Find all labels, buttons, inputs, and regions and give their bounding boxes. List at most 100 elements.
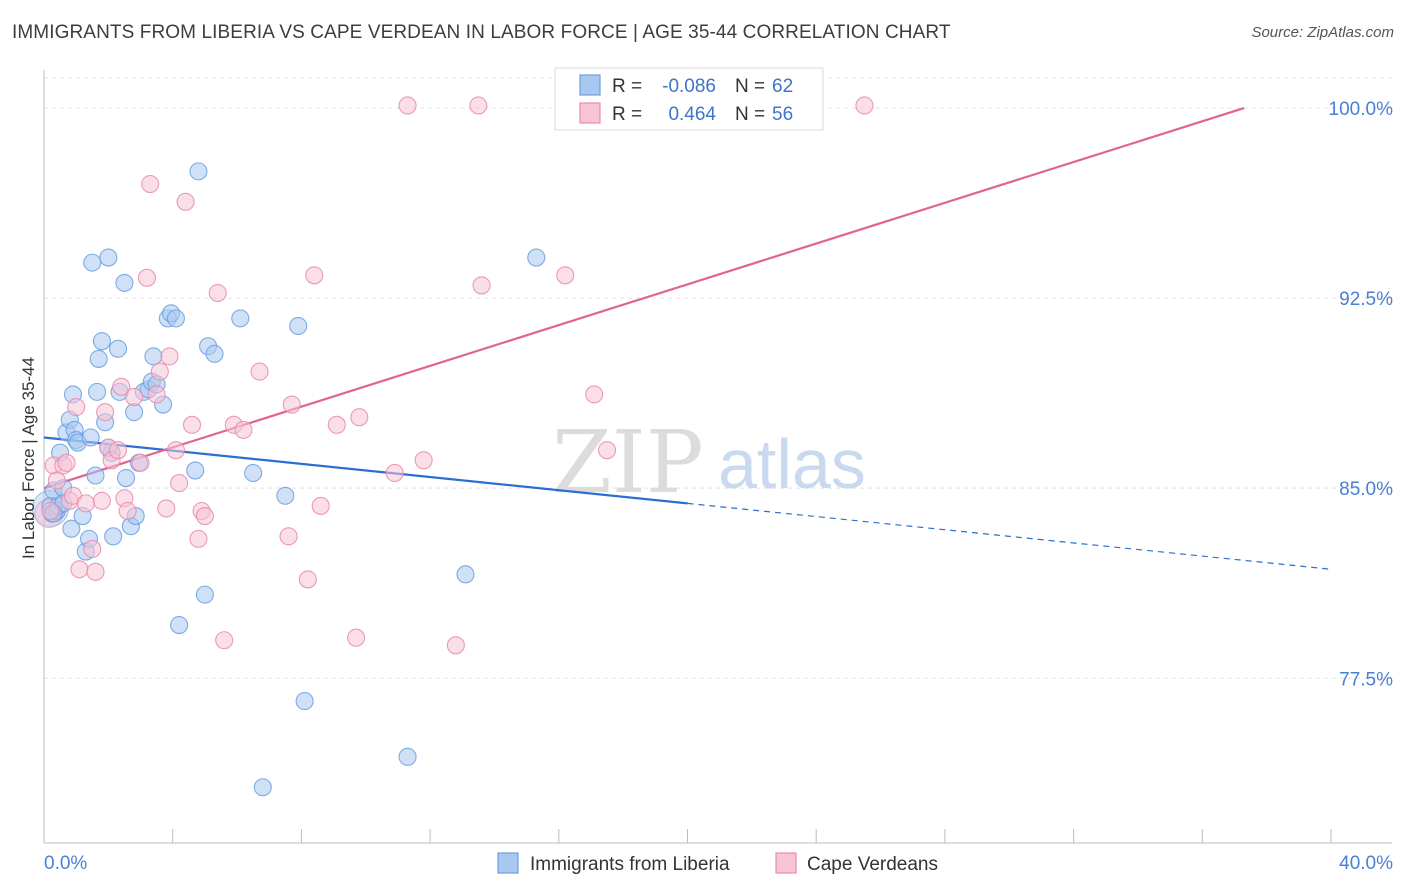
point-liberia: [398, 747, 417, 766]
r-value-cape-verdeans: 0.464: [668, 104, 716, 125]
point-cape-verdeans: [147, 385, 166, 404]
point-cape-verdeans: [131, 453, 150, 472]
point-cape-verdeans: [298, 570, 317, 589]
point-cape-verdeans: [137, 268, 157, 287]
point-cape-verdeans: [215, 631, 234, 650]
point-cape-verdeans: [414, 451, 433, 470]
point-cape-verdeans: [170, 474, 189, 493]
point-cape-verdeans: [208, 283, 227, 303]
point-liberia: [115, 273, 134, 292]
r-value-liberia: -0.086: [662, 76, 716, 97]
point-liberia: [244, 463, 263, 483]
grid-lines: [44, 77, 1392, 679]
point-liberia: [195, 585, 214, 604]
point-cape-verdeans: [556, 266, 575, 285]
trend-line-liberia-extension: [687, 502, 1332, 570]
n-label-liberia: N =: [735, 76, 765, 97]
point-liberia: [62, 519, 81, 538]
point-liberia: [205, 344, 224, 363]
r-label-liberia: R =: [612, 76, 642, 97]
point-liberia: [86, 466, 105, 485]
watermark-atlas: atlas: [718, 425, 866, 503]
point-liberia: [144, 347, 163, 366]
point-liberia: [253, 778, 272, 797]
point-cape-verdeans: [446, 636, 465, 655]
point-liberia: [81, 428, 100, 447]
point-liberia: [289, 316, 308, 336]
point-cape-verdeans: [160, 347, 179, 366]
n-label-cape-verdeans: N =: [735, 104, 765, 125]
point-cape-verdeans: [86, 562, 105, 581]
point-cape-verdeans: [108, 441, 128, 460]
point-cape-verdeans: [182, 415, 202, 434]
axes: [43, 70, 1392, 844]
point-cape-verdeans: [350, 408, 369, 427]
point-cape-verdeans: [96, 403, 115, 422]
x-tick-label-max: 40.0%: [1339, 853, 1393, 874]
point-liberia: [166, 309, 185, 328]
point-cape-verdeans: [585, 385, 604, 404]
point-cape-verdeans: [234, 420, 253, 439]
point-cape-verdeans: [157, 499, 176, 518]
point-cape-verdeans: [125, 387, 144, 406]
point-liberia: [295, 692, 314, 711]
watermark: ZIP atlas: [552, 413, 866, 513]
point-cape-verdeans: [41, 501, 60, 521]
x-tick-label-min: 0.0%: [44, 853, 87, 874]
point-cape-verdeans: [195, 507, 214, 526]
point-liberia: [189, 162, 208, 181]
legend-label-liberia: Immigrants from Liberia: [530, 854, 730, 875]
point-cape-verdeans: [83, 539, 102, 559]
point-liberia: [92, 332, 111, 351]
y-tick-label: 100.0%: [1329, 99, 1394, 120]
stats-legend-swatch-liberia: [579, 74, 601, 96]
point-cape-verdeans: [598, 441, 617, 460]
point-liberia: [108, 339, 128, 358]
data-points: [31, 96, 874, 797]
point-cape-verdeans: [112, 377, 131, 396]
legend-swatch-liberia: [497, 852, 519, 874]
point-cape-verdeans: [855, 96, 874, 115]
series-legend: Immigrants from Liberia Cape Verdeans: [497, 852, 938, 875]
point-liberia: [125, 403, 144, 422]
point-liberia: [170, 615, 189, 635]
point-cape-verdeans: [76, 494, 95, 513]
point-cape-verdeans: [347, 628, 366, 647]
n-value-liberia: 62: [772, 76, 793, 97]
y-tick-label: 92.5%: [1339, 289, 1393, 310]
legend-label-cape-verdeans: Cape Verdeans: [807, 854, 938, 875]
point-cape-verdeans: [92, 491, 111, 510]
stats-legend: R = -0.086 N = 62 R = 0.464 N = 56: [554, 67, 824, 131]
point-cape-verdeans: [150, 362, 169, 381]
y-tick-label: 85.0%: [1339, 479, 1393, 500]
legend-swatch-cape-verdeans: [775, 852, 797, 874]
r-label-cape-verdeans: R =: [612, 104, 642, 125]
point-cape-verdeans: [57, 453, 76, 472]
y-tick-labels: 100.0% 92.5% 85.0% 77.5%: [1329, 99, 1394, 690]
point-cape-verdeans: [67, 398, 86, 417]
point-cape-verdeans: [47, 471, 66, 490]
y-tick-label: 77.5%: [1339, 669, 1393, 690]
point-liberia: [104, 527, 123, 546]
point-cape-verdeans: [279, 527, 298, 546]
point-liberia: [88, 382, 107, 401]
stats-legend-swatch-cape-verdeans: [579, 102, 601, 124]
y-axis-title: In Labor Force | Age 35-44: [19, 357, 38, 559]
point-cape-verdeans: [282, 395, 301, 414]
point-cape-verdeans: [385, 463, 404, 483]
point-cape-verdeans: [305, 266, 324, 285]
point-liberia: [456, 565, 475, 584]
point-liberia: [186, 461, 205, 480]
n-value-cape-verdeans: 56: [772, 104, 793, 125]
point-cape-verdeans: [118, 501, 137, 521]
point-cape-verdeans: [469, 96, 488, 115]
point-cape-verdeans: [70, 560, 89, 579]
point-cape-verdeans: [472, 276, 491, 295]
point-liberia: [116, 468, 136, 488]
point-cape-verdeans: [311, 496, 330, 515]
point-liberia: [83, 253, 102, 272]
point-cape-verdeans: [141, 174, 160, 194]
point-cape-verdeans: [189, 529, 208, 548]
point-liberia: [89, 349, 108, 368]
